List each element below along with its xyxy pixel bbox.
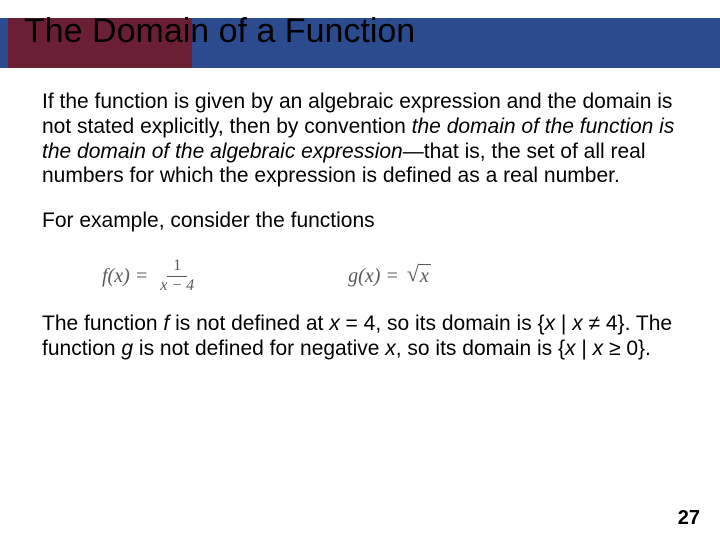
formula-row: f(x) = 1 x − 4 g(x) = √ x <box>42 254 678 313</box>
p3-f: x <box>545 312 556 335</box>
slide-title: The Domain of a Function <box>24 12 415 51</box>
formula-f-lhs: f(x) = <box>102 265 148 288</box>
formula-f-denominator: x − 4 <box>156 277 198 295</box>
formula-g: g(x) = √ x <box>348 258 431 295</box>
formula-g-sqrt: √ x <box>407 264 431 288</box>
formula-f-numerator: 1 <box>167 258 187 277</box>
formula-f-fraction: 1 x − 4 <box>156 258 198 295</box>
page-number: 27 <box>678 507 700 530</box>
p3-q: ≥ 0}. <box>603 337 651 360</box>
p3-a: The function <box>42 312 163 335</box>
paragraph-3: The function f is not defined at x = 4, … <box>42 312 678 362</box>
p3-m: , so its domain is { <box>396 337 565 360</box>
formula-f: f(x) = 1 x − 4 <box>102 258 198 295</box>
p3-n: x <box>565 337 576 360</box>
paragraph-2: For example, consider the functions <box>42 209 678 234</box>
p3-o: | <box>576 337 593 360</box>
slide-header: The Domain of a Function <box>0 0 720 68</box>
p3-c: is not defined at <box>169 312 329 335</box>
p3-d: x <box>329 312 340 335</box>
formula-g-lhs: g(x) = <box>348 265 399 288</box>
p3-g: | <box>555 312 572 335</box>
formula-g-radicand: x <box>418 264 431 288</box>
p3-e: = 4, so its domain is { <box>340 312 545 335</box>
slide-body: If the function is given by an algebraic… <box>0 72 720 362</box>
paragraph-1: If the function is given by an algebraic… <box>42 90 678 189</box>
p3-k: is not defined for negative <box>133 337 385 360</box>
p3-l: x <box>385 337 396 360</box>
p3-j: g <box>121 337 133 360</box>
p3-h: x <box>572 312 583 335</box>
p3-p: x <box>593 337 604 360</box>
